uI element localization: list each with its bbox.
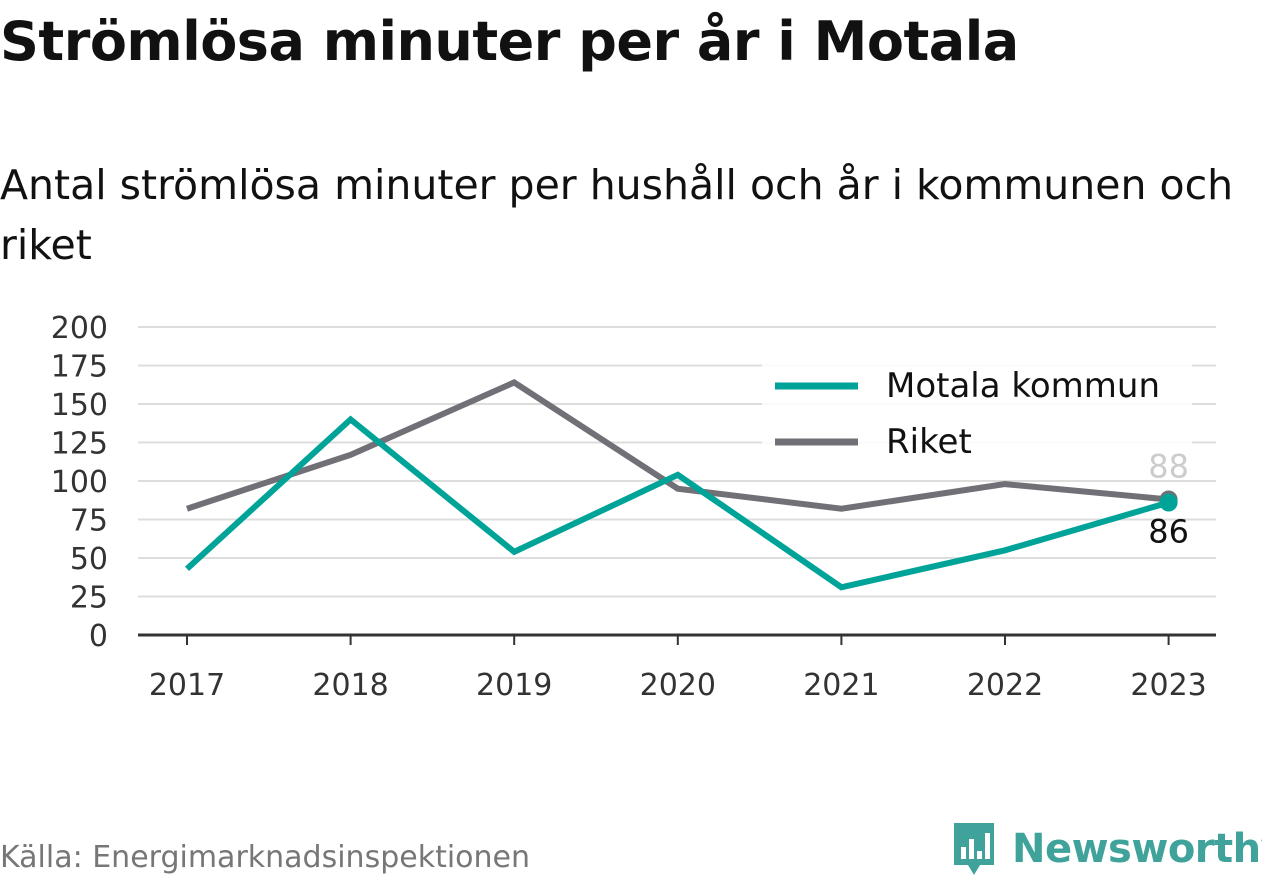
legend-label: Motala kommun (886, 366, 1160, 406)
series-line-motala (184, 415, 1170, 591)
y-tick-label: 0 (89, 619, 108, 654)
legend: Motala kommun Riket (762, 355, 1192, 475)
series-line-riket (186, 379, 1169, 512)
chart-title: Strömlösa minuter per år i Motala (0, 10, 1019, 73)
end-marker-motala (1159, 493, 1178, 512)
brand-name: Newsworthy (1012, 826, 1262, 872)
end-labels: 88 86 (1148, 447, 1189, 550)
y-tick-label: 125 (51, 427, 108, 462)
x-tick-label: 2019 (476, 668, 552, 703)
series-lines (184, 379, 1178, 591)
y-tick-label: 75 (70, 504, 108, 539)
newsworthy-logo: Newsworthy (950, 818, 1262, 880)
y-tick-label: 100 (51, 465, 108, 500)
x-tick-label: 2017 (149, 668, 225, 703)
x-tick-label: 2020 (640, 668, 716, 703)
x-tick-label: 2021 (803, 668, 879, 703)
x-tick-label: 2023 (1130, 668, 1206, 703)
y-tick-label: 200 (51, 311, 108, 346)
x-tick-label: 2022 (967, 668, 1043, 703)
newsworthy-logo-icon (954, 823, 994, 875)
legend-background (762, 355, 1192, 475)
y-tick-label: 25 (70, 581, 108, 616)
y-tick-label: 175 (51, 350, 108, 385)
source-note: Källa: Energimarknadsinspektionen (0, 840, 531, 875)
y-tick-label: 150 (51, 388, 108, 423)
x-tick-labels: 2017 2018 2019 2020 2021 2022 2023 (149, 635, 1207, 703)
end-label-riket: 88 (1148, 447, 1189, 485)
chart-subtitle: Antal strömlösa minuter per hushåll och … (0, 161, 1234, 269)
y-tick-label: 50 (70, 542, 108, 577)
legend-label: Riket (886, 422, 972, 462)
x-tick-label: 2018 (312, 668, 388, 703)
end-label-motala: 86 (1148, 513, 1189, 551)
